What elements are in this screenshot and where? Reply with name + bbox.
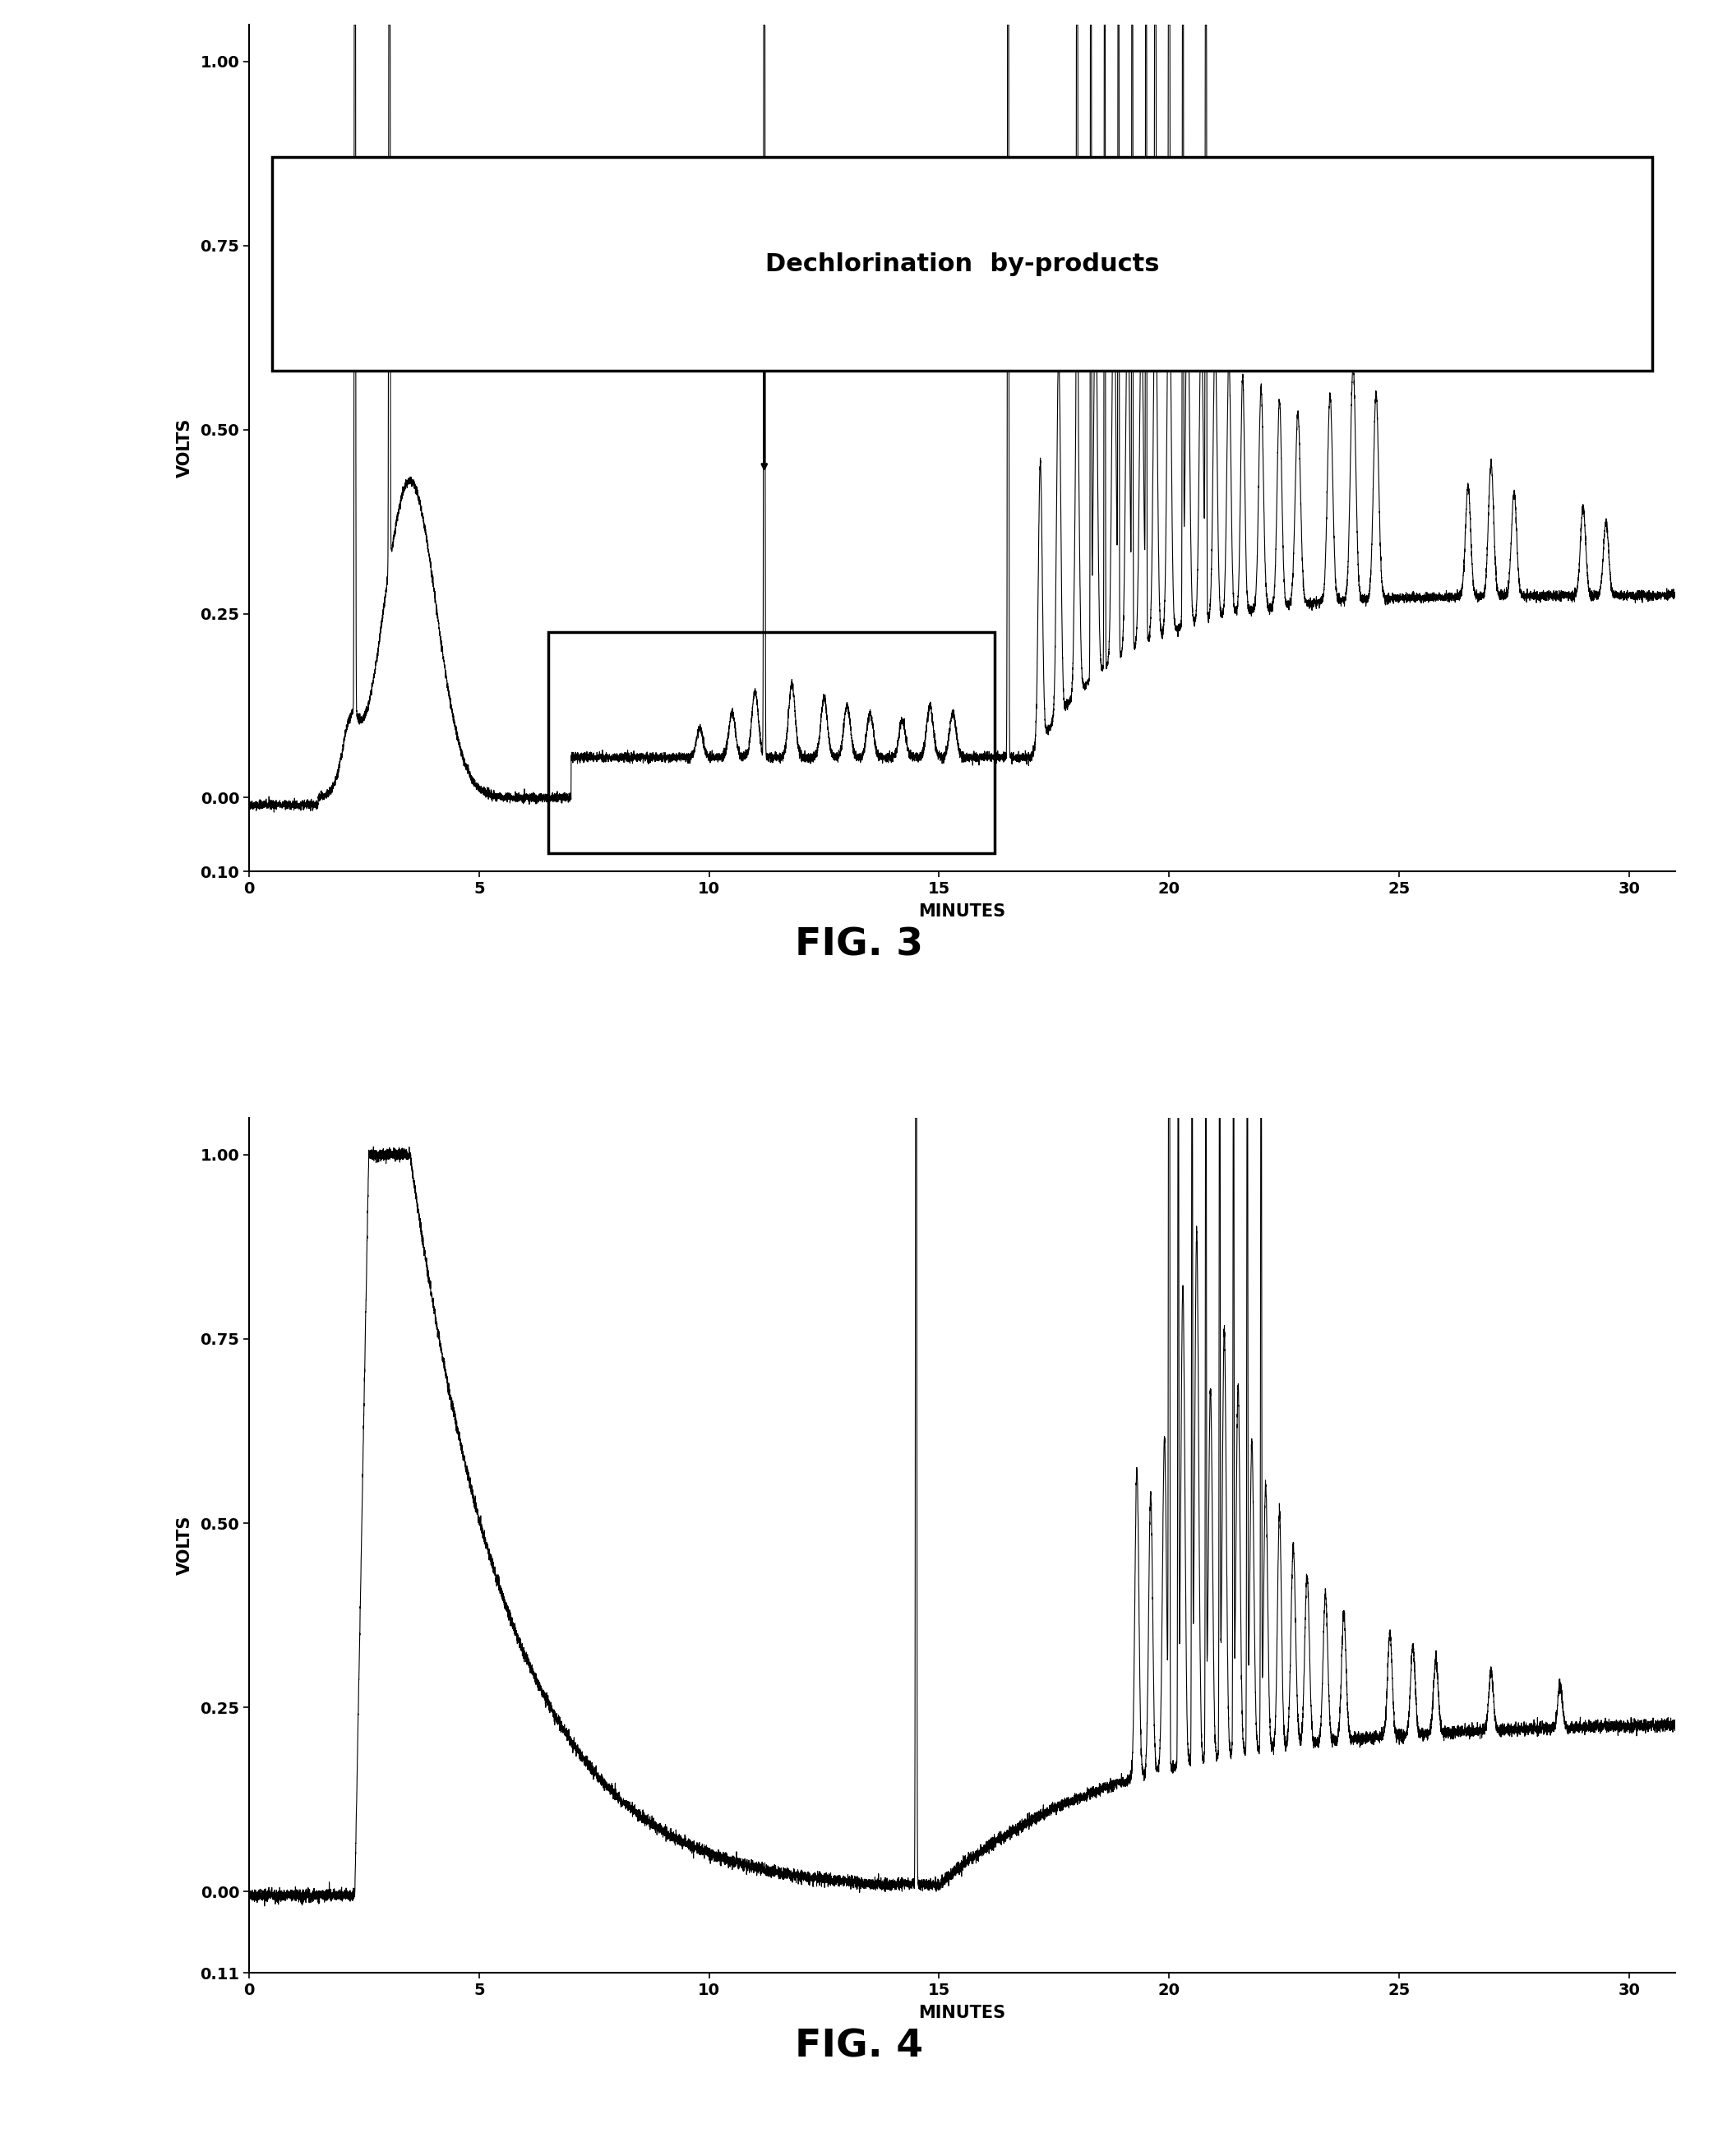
Bar (548, 632, 995, 854)
Text: FIG. 4: FIG. 4 (795, 2029, 923, 2065)
X-axis label: MINUTES: MINUTES (919, 2005, 1005, 2022)
Text: Dechlorination  by-products: Dechlorination by-products (765, 252, 1160, 276)
Bar (271, 157, 1653, 371)
Text: FIG. 3: FIG. 3 (795, 927, 923, 964)
Y-axis label: VOLTS: VOLTS (177, 1516, 192, 1576)
X-axis label: MINUTES: MINUTES (919, 903, 1005, 921)
Y-axis label: VOLTS: VOLTS (177, 418, 192, 479)
